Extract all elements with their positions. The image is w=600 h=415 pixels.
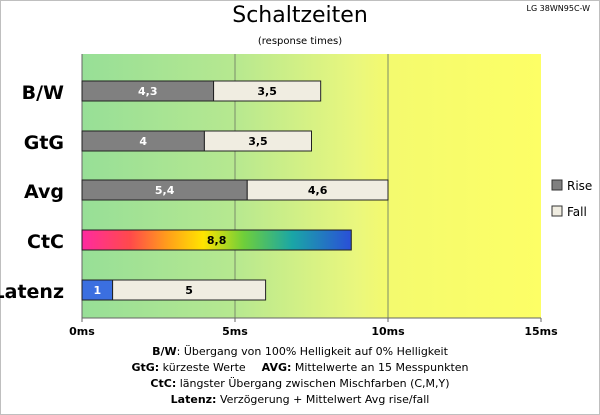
bar-rise-label: 5,4 — [155, 184, 175, 197]
footnote-avg-text: Mittelwerte an 15 Messpunkten — [291, 361, 469, 374]
chart-title: Schaltzeiten — [232, 3, 368, 28]
category-label: B/W — [22, 82, 64, 104]
footnote-gtg-key: GtG: — [131, 361, 160, 374]
footnotes: B/W: Übergang von 100% Helligkeit auf 0%… — [0, 344, 600, 408]
bar-fall — [203, 130, 312, 152]
category-label: Avg — [24, 181, 64, 203]
footnote-latenz: Latenz: Verzögerung + Mittelwert Avg ris… — [0, 392, 600, 408]
category-label: GtG — [24, 132, 64, 154]
bar-rise-label: 4 — [139, 135, 147, 148]
footnote-avg-key: AVG: — [261, 361, 292, 374]
footnote-latenz-key: Latenz: — [170, 393, 217, 406]
footnote-gtg-avg: GtG: kürzeste Werte AVG: Mittelwerte an 1… — [0, 360, 600, 376]
x-tick-label: 15ms — [524, 325, 558, 338]
bar-latenz-segment — [112, 279, 267, 301]
legend-swatch — [551, 179, 563, 191]
category-label: CtC — [27, 231, 64, 253]
footnote-ctc: CtC: längster Übergang zwischen Mischfar… — [0, 376, 600, 392]
footnote-bw-key: B/W — [152, 345, 177, 358]
bar-latenz-label: 1 — [93, 284, 101, 297]
footnote-ctc-key: CtC: — [150, 377, 177, 390]
monitor-model-label: LG 38WN95C-W — [526, 4, 590, 13]
chart-subtitle: (response times) — [257, 36, 343, 47]
legend-swatch — [551, 205, 563, 217]
bar-fall-label: 3,5 — [248, 135, 268, 148]
bar-fall — [246, 179, 389, 201]
footnote-bw-text: : Übergang von 100% Helligkeit auf 0% He… — [176, 345, 448, 358]
x-tick-label: 0ms — [69, 325, 95, 338]
footnote-latenz-text: Verzögerung + Mittelwert Avg rise/fall — [216, 393, 430, 406]
x-tick-label: 10ms — [371, 325, 405, 338]
bar-ctc — [81, 229, 352, 251]
category-label: Latenz — [0, 281, 64, 303]
x-tick-label: 5ms — [222, 325, 248, 338]
bar-ctc-label: 8,8 — [207, 234, 227, 247]
legend: Rise Fall — [551, 179, 592, 219]
bar-fall — [213, 80, 322, 102]
bar-latenz-label: 5 — [185, 284, 193, 297]
legend-label: Fall — [567, 205, 587, 219]
legend-label: Rise — [567, 179, 592, 193]
footnote-ctc-text: längster Übergang zwischen Mischfarben (… — [176, 377, 450, 390]
bar-rise-label: 4,3 — [138, 85, 158, 98]
bar-fall-label: 3,5 — [257, 85, 277, 98]
footnote-bw: B/W: Übergang von 100% Helligkeit auf 0%… — [0, 344, 600, 360]
bar-fall-label: 4,6 — [308, 184, 328, 197]
plot-area: 0ms 5ms 10ms 15ms B/W GtG Avg CtC Latenz 4,3 3,5 4 3… — [0, 54, 558, 338]
footnote-gtg-text: kürzeste Werte — [159, 361, 246, 374]
